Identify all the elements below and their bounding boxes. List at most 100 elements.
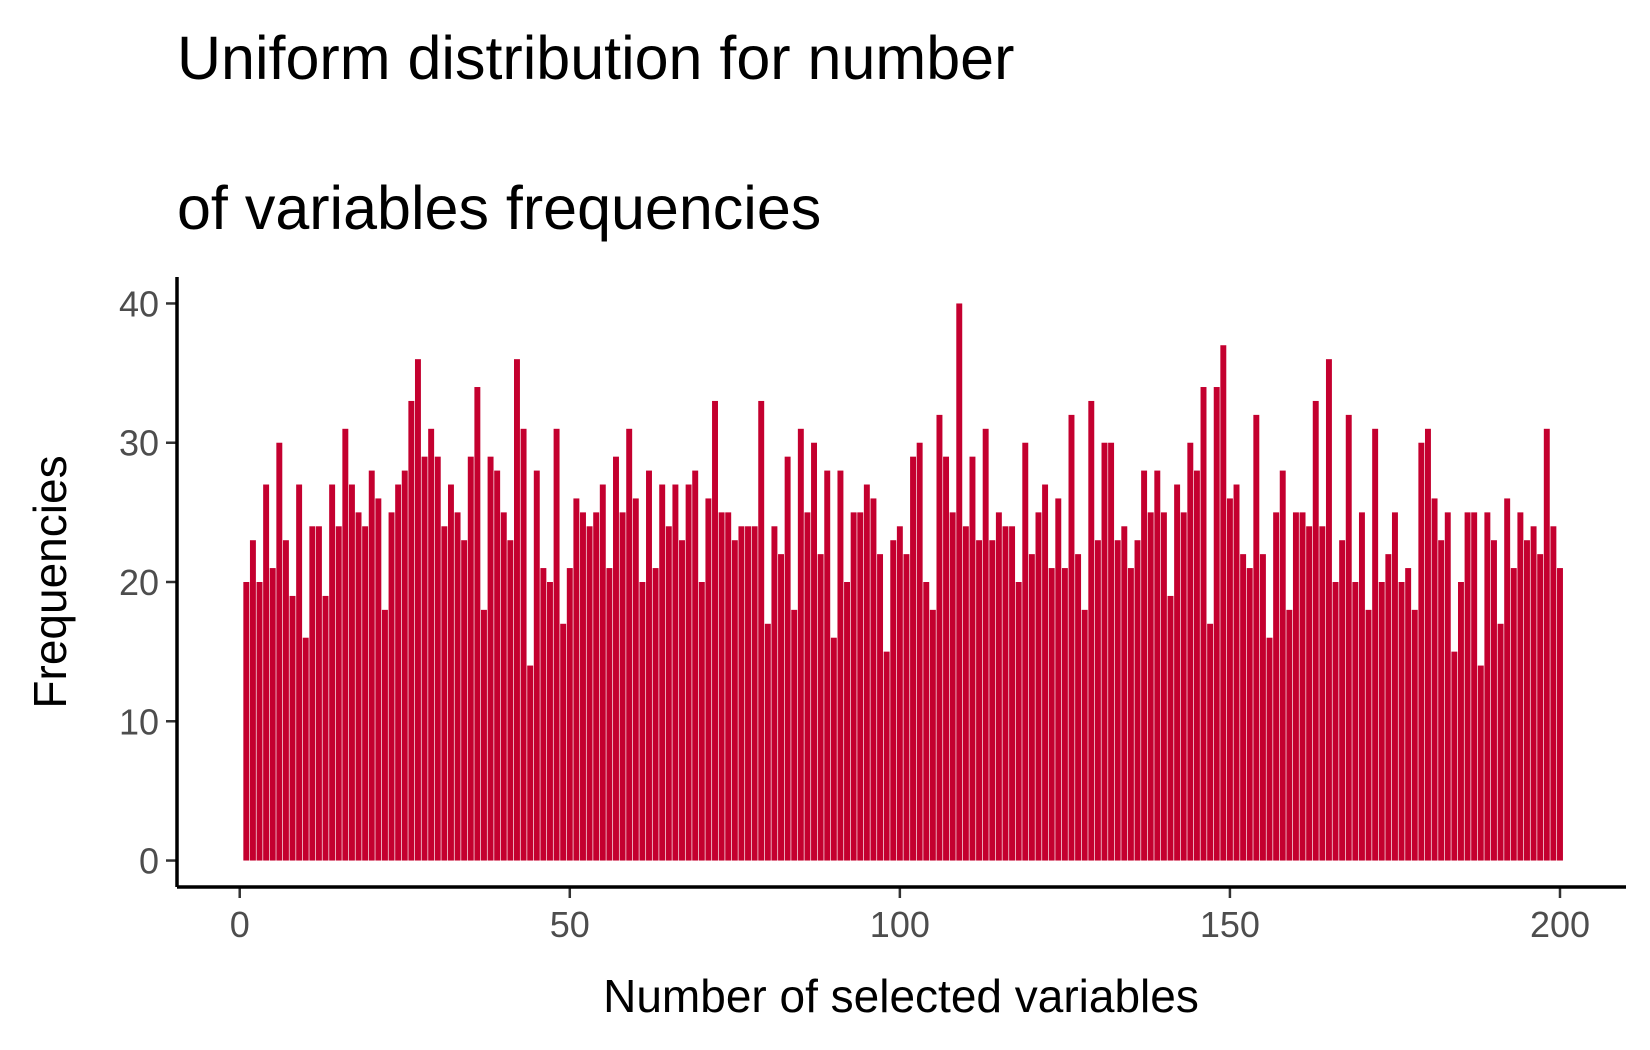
bar: [520, 428, 527, 861]
bar: [1286, 609, 1293, 861]
bar: [1127, 568, 1134, 861]
bar: [249, 540, 256, 861]
bar: [1048, 568, 1055, 861]
bar: [381, 609, 388, 861]
bar: [863, 484, 870, 861]
bar: [632, 498, 639, 861]
chart-title: of variables frequencies: [177, 174, 821, 242]
bar: [1418, 442, 1425, 861]
bar: [646, 470, 652, 861]
bar: [1378, 582, 1385, 861]
bar: [1457, 582, 1464, 861]
bar: [1339, 540, 1346, 861]
bar: [1061, 568, 1068, 861]
bar: [1147, 512, 1154, 861]
bar: [480, 609, 487, 861]
y-tick-label: 40: [119, 283, 159, 324]
bar: [877, 554, 884, 861]
bar: [1510, 568, 1517, 861]
bar: [969, 456, 976, 861]
bar: [580, 512, 586, 861]
bar: [1207, 623, 1214, 861]
bar: [1405, 568, 1412, 861]
x-tick-label: 100: [870, 904, 930, 945]
bar: [1517, 512, 1524, 861]
bar: [1391, 512, 1398, 861]
y-tick-label: 30: [119, 423, 159, 464]
bar: [1464, 512, 1471, 861]
bar: [1524, 540, 1530, 861]
bar: [1557, 568, 1563, 861]
bar: [665, 526, 672, 861]
bar: [613, 456, 619, 861]
bar: [830, 637, 837, 861]
bar: [1444, 512, 1451, 861]
bar: [1312, 400, 1319, 861]
bar: [1121, 526, 1128, 861]
bar: [718, 512, 725, 861]
bar: [1233, 484, 1240, 861]
bar: [408, 400, 415, 861]
bar: [302, 637, 309, 861]
bar: [547, 582, 553, 861]
bar: [461, 540, 468, 861]
bar: [1088, 400, 1095, 861]
bar: [1306, 526, 1313, 861]
bar: [1193, 470, 1200, 861]
bar: [672, 484, 679, 861]
y-tick-label: 0: [139, 841, 159, 882]
bar: [995, 512, 1002, 861]
bar: [289, 595, 296, 861]
bar: [857, 512, 864, 861]
bar: [494, 470, 501, 861]
bar: [1022, 442, 1029, 861]
bar: [1550, 526, 1557, 861]
bar: [474, 387, 481, 861]
bar: [533, 470, 540, 861]
bar: [903, 554, 910, 861]
bar: [976, 540, 983, 861]
bar: [1055, 498, 1062, 861]
bar: [296, 484, 303, 861]
bar: [1015, 582, 1022, 861]
bar: [1167, 595, 1174, 861]
bar: [269, 568, 276, 861]
bar: [315, 526, 322, 861]
x-tick-label: 200: [1530, 904, 1590, 945]
bar: [639, 582, 646, 861]
y-tick-label: 20: [119, 562, 159, 603]
bar: [1253, 414, 1260, 861]
bar: [243, 582, 250, 861]
bar: [1543, 428, 1550, 861]
bar: [1042, 484, 1049, 861]
bar: [599, 484, 606, 861]
bar: [1266, 637, 1273, 861]
bar: [1108, 442, 1115, 861]
x-axis-label: Number of selected variables: [603, 970, 1199, 1022]
bar: [342, 428, 349, 861]
bar: [1451, 651, 1458, 861]
bar: [943, 456, 950, 861]
bar: [1438, 540, 1445, 861]
bar: [1259, 554, 1266, 861]
bar: [745, 526, 751, 861]
chart-title: Uniform distribution for number: [177, 24, 1014, 92]
bar: [619, 512, 626, 861]
bar: [1477, 665, 1484, 861]
bar: [1358, 512, 1365, 861]
bar: [500, 512, 507, 861]
bar: [1319, 526, 1326, 861]
bar: [527, 665, 534, 861]
bar: [573, 498, 580, 861]
bar: [771, 526, 778, 861]
bar: [1497, 623, 1504, 861]
bar: [263, 484, 270, 861]
bar: [1279, 470, 1286, 861]
bar: [1141, 470, 1148, 861]
bar: [507, 540, 514, 861]
bar: [1246, 568, 1253, 861]
bar: [362, 526, 369, 861]
bar: [1530, 526, 1537, 861]
bar: [1504, 498, 1511, 861]
bar: [1213, 387, 1220, 861]
